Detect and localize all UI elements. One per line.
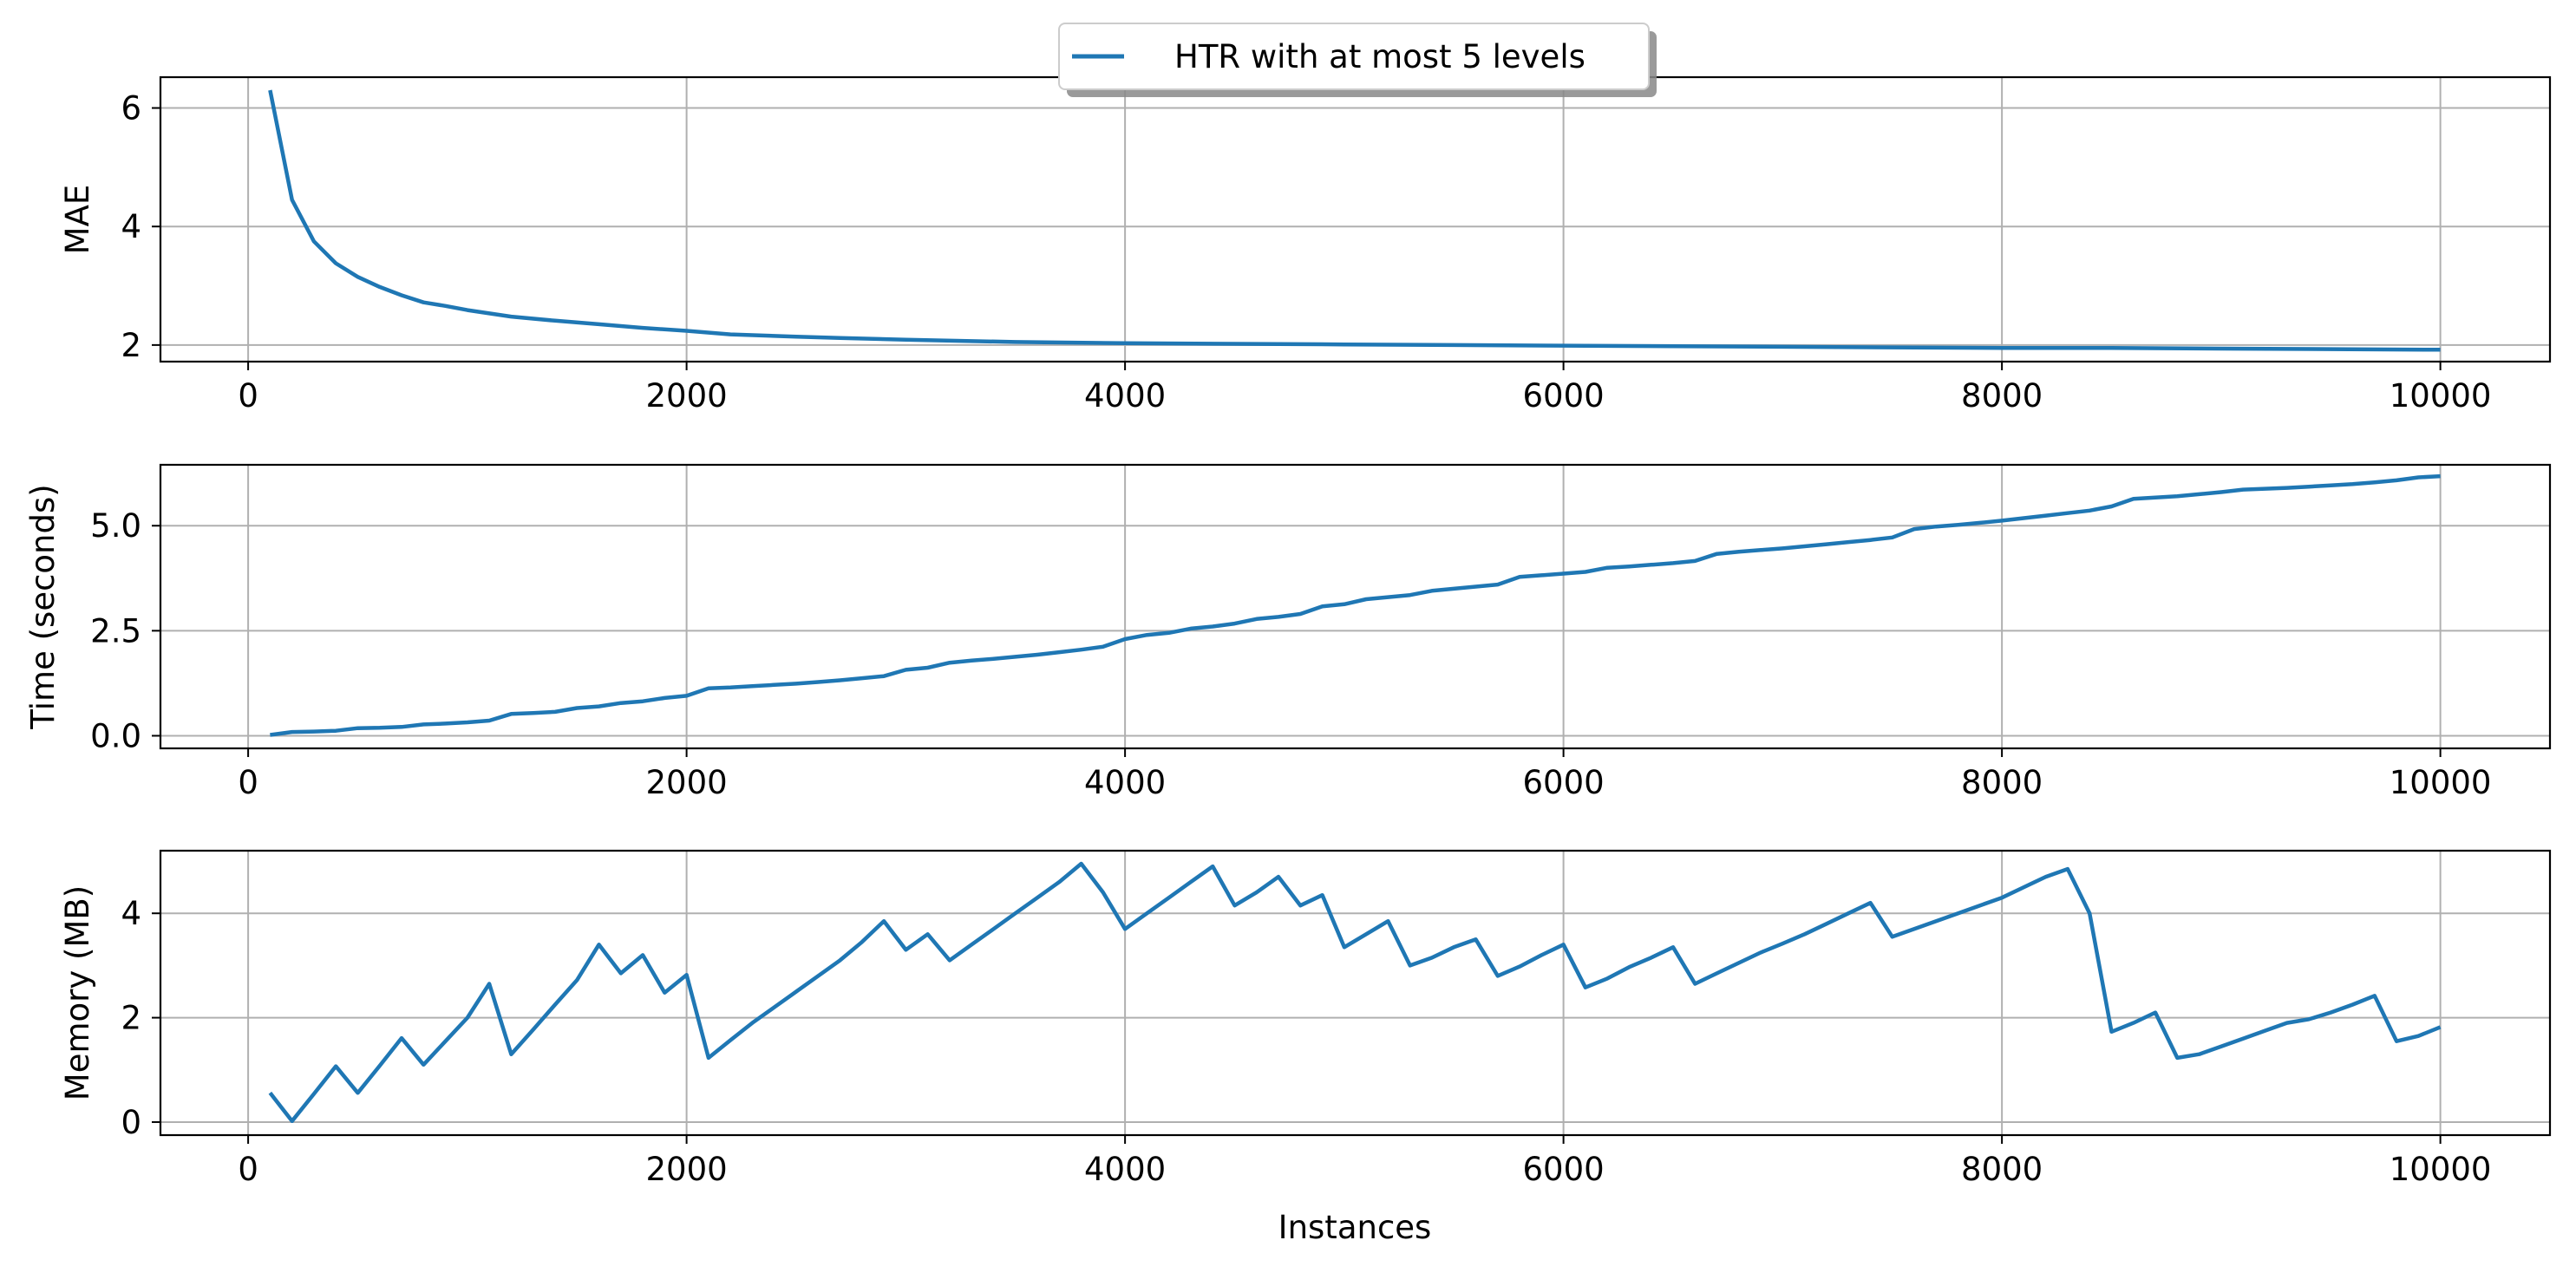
memory-y-tick-label: 0 <box>121 1104 141 1141</box>
panels: 0 2000 4000 6000 8000 10000 2 4 6 MAE 0 2000 4000 600… <box>24 75 2552 1188</box>
mae-x-tick-label: 0 <box>238 377 258 415</box>
time-x-tick-label: 0 <box>238 764 258 801</box>
time-y-tick-label: 5.0 <box>90 507 141 545</box>
time-x-tick-label: 8000 <box>1961 764 2043 801</box>
mae-x-tick-label: 6000 <box>1523 377 1605 415</box>
memory-x-tick-label: 4000 <box>1084 1151 1166 1188</box>
time-x-tick-label: 4000 <box>1084 764 1166 801</box>
mae-y-tick-label: 6 <box>121 90 141 127</box>
memory-series-line <box>268 861 2442 1124</box>
mae-x-tick-label: 8000 <box>1961 377 2043 415</box>
mae-x-tick-label: 2000 <box>646 377 728 415</box>
memory-x-tick-label: 6000 <box>1523 1151 1605 1188</box>
legend: HTR with at most 5 levels <box>1058 23 1657 97</box>
time-y-tick-label: 0.0 <box>90 717 141 754</box>
memory-panel: 0 2000 4000 6000 8000 10000 0 2 4 Memory (MB) <box>59 849 2552 1188</box>
mae-y-axis-label: MAE <box>59 185 96 255</box>
memory-y-tick-label: 4 <box>121 895 141 932</box>
legend-box <box>1058 23 1650 90</box>
mae-y-tick-label: 2 <box>121 327 141 364</box>
time-axes-frame <box>159 463 2552 750</box>
memory-x-tick-label: 10000 <box>2390 1151 2492 1188</box>
memory-axes-frame <box>159 849 2552 1137</box>
memory-x-tick-label: 8000 <box>1961 1151 2043 1188</box>
memory-y-axis-label: Memory (MB) <box>59 885 96 1100</box>
legend-label: HTR with at most 5 levels <box>1174 38 1585 75</box>
mae-x-tick-label: 4000 <box>1084 377 1166 415</box>
time-x-tick-label: 6000 <box>1523 764 1605 801</box>
mae-y-tick-label: 4 <box>121 208 141 245</box>
time-y-tick-label: 2.5 <box>90 612 141 650</box>
time-series-line <box>270 473 2441 737</box>
time-x-tick-label: 10000 <box>2390 764 2492 801</box>
time-x-tick-label: 2000 <box>646 764 728 801</box>
memory-x-tick-label: 0 <box>238 1151 258 1188</box>
memory-y-tick-label: 2 <box>121 1000 141 1037</box>
mae-x-tick-label: 10000 <box>2390 377 2492 415</box>
x-axis-label: Instances <box>1278 1209 1432 1246</box>
time-y-axis-label: Time (seconds) <box>24 484 62 729</box>
time-panel: 0 2000 4000 6000 8000 10000 0.0 2.5 5.0 Time (sec… <box>24 463 2552 801</box>
mae-panel: 0 2000 4000 6000 8000 10000 2 4 6 MAE <box>59 75 2552 415</box>
mae-series-line <box>268 89 2441 352</box>
memory-x-tick-label: 2000 <box>646 1151 728 1188</box>
